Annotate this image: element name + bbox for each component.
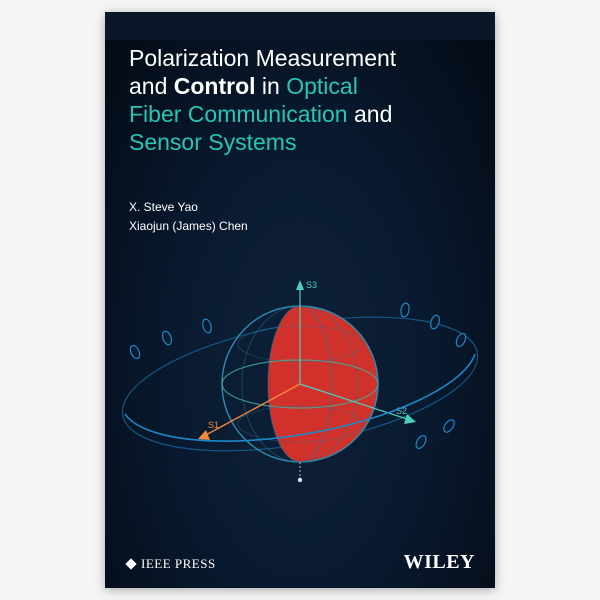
ieee-press-label: IEEE PRESS	[141, 556, 216, 572]
bottom-pole-dot	[298, 478, 302, 482]
orbit-state-ellipse	[442, 418, 457, 434]
ieee-press-logo: IEEE PRESS	[127, 556, 216, 572]
top-band	[105, 12, 495, 40]
title-block: Polarization Measurement and Control in …	[129, 44, 475, 156]
author-name: X. Steve Yao	[129, 198, 248, 217]
axis-label-s3: S3	[306, 280, 317, 290]
orbit-state-ellipse	[400, 302, 410, 317]
book-title: Polarization Measurement and Control in …	[129, 44, 475, 156]
title-bold: Control	[174, 73, 256, 99]
title-part: and	[129, 73, 174, 99]
orbit-state-ellipse	[454, 332, 467, 348]
sphere-group: S3 S2 S1	[198, 280, 416, 482]
orbit-state-ellipse	[128, 344, 141, 360]
page: Polarization Measurement and Control in …	[0, 0, 600, 600]
axis-label-s1: S1	[208, 420, 219, 430]
orbit-state-ellipse	[161, 330, 173, 346]
orbit-state-ellipse	[429, 314, 441, 330]
title-part: Polarization Measurement	[129, 45, 396, 71]
title-teal: Sensor Systems	[129, 129, 296, 155]
axis-s3-arrow	[296, 280, 304, 290]
title-teal: Optical	[286, 73, 358, 99]
wiley-logo: WILEY	[404, 551, 475, 574]
title-teal: Fiber Communication	[129, 101, 348, 127]
title-part: in	[256, 73, 287, 99]
book-cover: Polarization Measurement and Control in …	[105, 12, 495, 588]
author-name: Xiaojun (James) Chen	[129, 217, 248, 236]
title-part: and	[348, 101, 393, 127]
sphere-svg: S3 S2 S1	[105, 242, 495, 526]
poincare-sphere-diagram: S3 S2 S1	[105, 242, 495, 526]
ieee-diamond-icon	[125, 558, 136, 569]
axis-s1-arrow	[198, 430, 210, 440]
authors-block: X. Steve Yao Xiaojun (James) Chen	[129, 198, 248, 236]
orbit-state-ellipse	[414, 434, 428, 450]
orbit-state-ellipse	[201, 318, 212, 334]
